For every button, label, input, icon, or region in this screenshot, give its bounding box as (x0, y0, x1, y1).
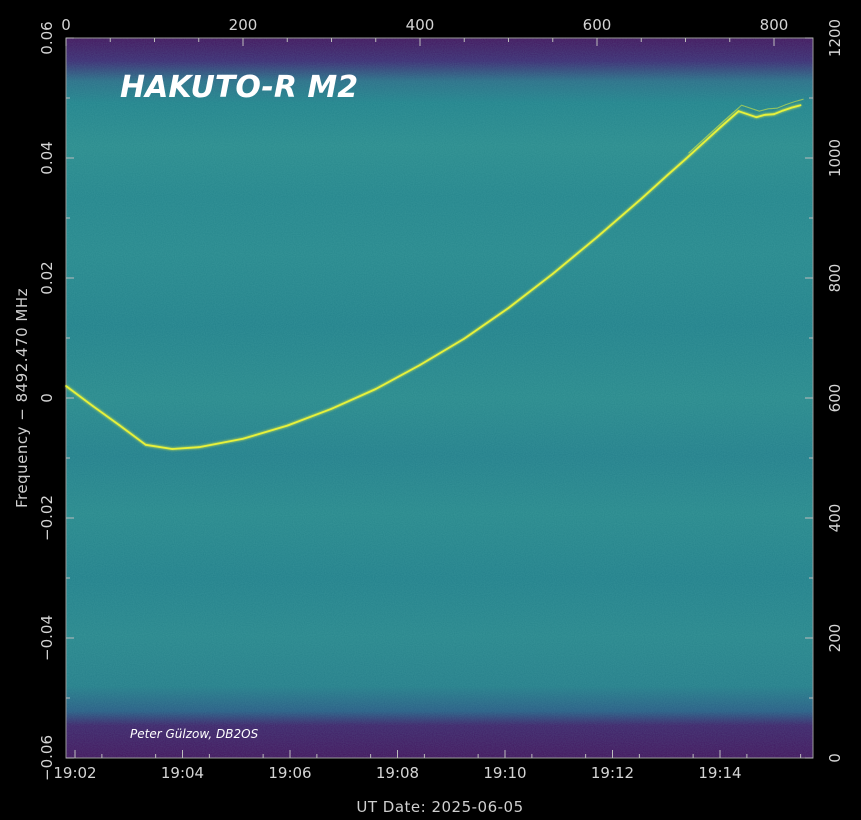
signal-point (666, 173, 669, 176)
signal-point (171, 448, 174, 450)
y-right-tick-label: 600 (826, 384, 844, 413)
y-right-tick-label: 0 (826, 753, 844, 763)
signal-trace-group (65, 98, 804, 450)
x-bottom-tick-label: 19:06 (268, 764, 311, 782)
signal-point (197, 446, 200, 449)
chart-title: HAKUTO-R M2 (120, 70, 358, 105)
y-axis-right: 1200 1000 800 600 400 200 0 (805, 19, 844, 763)
y-left-tick-label: 0.06 (38, 21, 56, 54)
signal-point (790, 106, 793, 109)
x-bottom-tick-label: 19:12 (591, 764, 634, 782)
signal-point (702, 142, 705, 144)
signal-point (551, 272, 554, 275)
x-bottom-tick-label: 19:04 (161, 764, 204, 782)
signal-point (91, 404, 94, 407)
x-top-tick-label: 200 (229, 16, 258, 34)
signal-point (374, 388, 377, 390)
y-left-tick-label: 0.02 (38, 261, 56, 294)
x-bottom-tick-label: 19:10 (483, 764, 526, 782)
signal-point (684, 158, 687, 161)
x-top-tick-label: 600 (583, 16, 612, 34)
y-left-tick-label: −0.02 (38, 495, 56, 541)
signal-point (65, 385, 67, 387)
y-left-tick-label: −0.04 (38, 615, 56, 661)
signal-point (419, 364, 421, 366)
x-bottom-tick-label: 19:14 (698, 764, 741, 782)
signal-point (507, 307, 510, 309)
x-bottom-tick-label: 19:02 (53, 764, 96, 782)
signal-point (737, 110, 740, 113)
y-axis-left: 0.06 0.04 0.02 0 −0.02 −0.04 −0.06 (38, 21, 74, 781)
signal-point (773, 113, 775, 116)
y-right-tick-label: 400 (826, 504, 844, 533)
signal-point (286, 424, 289, 427)
y-axis-title: Frequency − 8492.470 MHz (13, 288, 31, 508)
y-right-tick-label: 200 (826, 624, 844, 653)
plot-noise-texture (66, 38, 813, 758)
y-left-tick-label: 0 (38, 393, 56, 403)
y-right-tick-label: 1000 (826, 139, 844, 177)
signal-point (720, 125, 722, 128)
signal-point (118, 424, 120, 426)
signal-sideband-line (688, 98, 804, 154)
x-axis-top: 0 200 400 600 800 (61, 16, 788, 46)
signal-point (764, 113, 767, 116)
signal-point (781, 109, 784, 112)
signal-point (755, 116, 758, 119)
signal-point (144, 443, 147, 446)
x-top-tick-label: 800 (760, 16, 789, 34)
y-left-tick-label: 0.04 (38, 141, 56, 174)
x-bottom-tick-label: 19:08 (376, 764, 419, 782)
x-top-tick-label: 0 (61, 16, 71, 34)
credit-text: Peter Gülzow, DB2OS (130, 727, 259, 741)
y-right-tick-label: 1200 (826, 19, 844, 57)
signal-point (463, 337, 466, 340)
signal-point (640, 197, 643, 200)
y-right-tick-label: 800 (826, 264, 844, 293)
y-left-tick-label: −0.06 (38, 735, 56, 781)
x-axis-title: UT Date: 2025-06-05 (356, 798, 523, 816)
x-top-tick-label: 400 (406, 16, 435, 34)
signal-point (242, 437, 244, 440)
x-axis-bottom: 19:02 19:04 19:06 19:08 19:10 19:12 19:14 (53, 750, 802, 782)
signal-point (330, 407, 333, 410)
signal-point (799, 104, 802, 107)
signal-point (596, 236, 598, 239)
